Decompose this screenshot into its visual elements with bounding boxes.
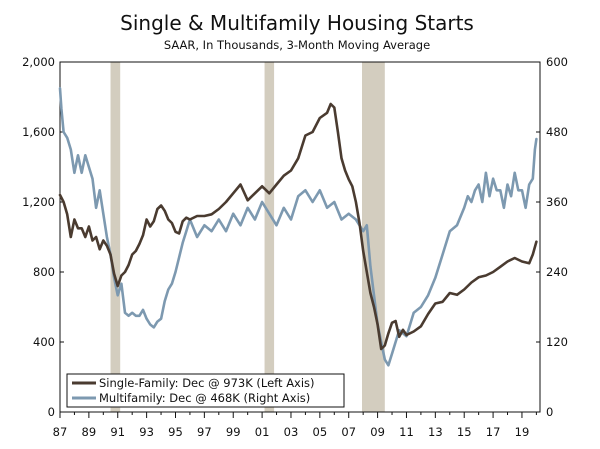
x-axis-tick-label: 91 [110, 425, 125, 439]
plot-frame [59, 61, 541, 413]
legend-label-multifamily: Multifamily: Dec @ 468K (Right Axis) [99, 391, 310, 405]
x-axis-tick-label: 17 [486, 425, 501, 439]
x-axis-tick-label: 95 [168, 425, 183, 439]
legend: Single-Family: Dec @ 973K (Left Axis) Mu… [66, 373, 345, 408]
recession-shading [110, 62, 385, 412]
x-axis-tick-label: 05 [313, 425, 328, 439]
series-lines [58, 87, 538, 367]
left-axis-tick-label: 400 [33, 335, 55, 349]
single-family-line [58, 102, 538, 351]
left-axis-tick-label: 1,600 [22, 125, 55, 139]
x-axis-tick-label: 99 [226, 425, 241, 439]
right-axis-tick-label: 480 [546, 125, 568, 139]
axes: 0 400 800 1,200 1,600 2,000 0 120 240 360 480 600 87… [22, 55, 568, 439]
x-axis-tick-label: 09 [370, 425, 385, 439]
left-axis-tick-label: 0 [48, 405, 55, 419]
x-axis-tick-label: 13 [428, 425, 443, 439]
x-axis-tick-label: 89 [82, 425, 97, 439]
right-axis-tick-label: 120 [546, 335, 568, 349]
left-axis-tick-label: 2,000 [22, 55, 55, 69]
x-axis-tick-label: 01 [255, 425, 270, 439]
multifamily-line [58, 87, 538, 367]
chart-subtitle: SAAR, In Thousands, 3-Month Moving Avera… [164, 38, 430, 52]
x-axis-tick-label: 15 [457, 425, 472, 439]
chart-title: Single & Multifamily Housing Starts [120, 11, 474, 35]
recession-band [264, 62, 275, 412]
x-axis-tick-label: 97 [197, 425, 212, 439]
x-axis-tick-label: 87 [53, 425, 68, 439]
recession-band [110, 62, 121, 412]
x-axis-tick-label: 93 [139, 425, 154, 439]
x-axis-tick-label: 11 [399, 425, 414, 439]
x-axis-tick-label: 07 [341, 425, 356, 439]
legend-box [66, 373, 345, 408]
x-axis-tick-label: 19 [515, 425, 530, 439]
right-axis-tick-label: 600 [546, 55, 568, 69]
left-axis-tick-label: 1,200 [22, 195, 55, 209]
recession-band [362, 62, 385, 412]
x-axis-tick-label: 03 [284, 425, 299, 439]
right-axis-tick-label: 240 [546, 265, 568, 279]
left-axis-tick-label: 800 [33, 265, 55, 279]
right-axis-tick-label: 360 [546, 195, 568, 209]
legend-label-single-family: Single-Family: Dec @ 973K (Left Axis) [99, 376, 315, 390]
right-axis-tick-label: 0 [546, 405, 553, 419]
